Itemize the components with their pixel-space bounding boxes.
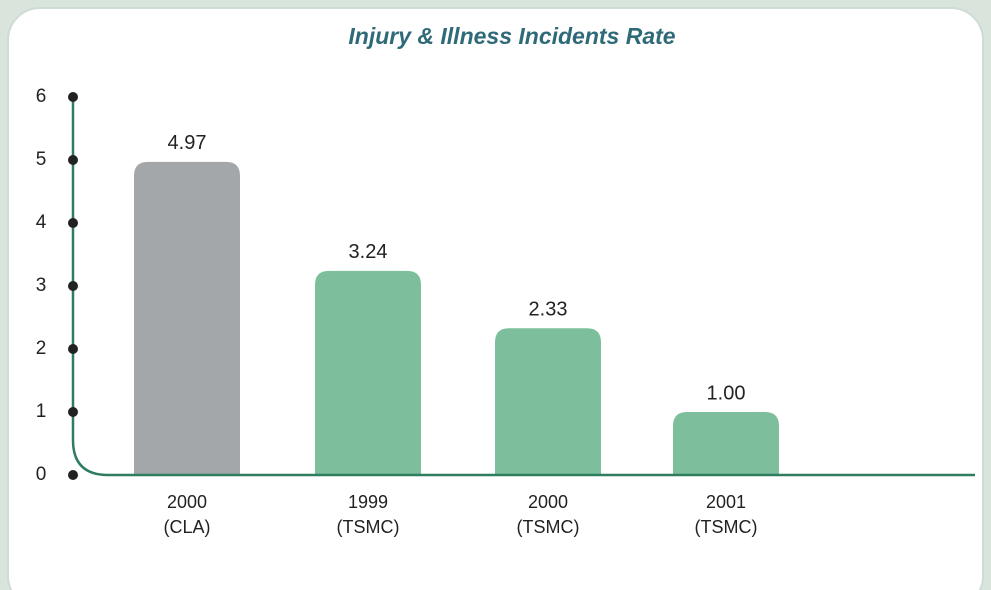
tick-mark [68, 92, 78, 102]
tick-mark [68, 344, 78, 354]
y-tick-label: 3 [36, 275, 47, 296]
y-tick-label: 6 [36, 86, 47, 107]
y-tick-label: 5 [36, 149, 47, 170]
x-tick-label: 1999 [348, 492, 388, 512]
tick-mark [68, 218, 78, 228]
x-tick-label: (CLA) [163, 517, 210, 537]
chart-title: Injury & Illness Incidents Rate [348, 23, 675, 49]
bar [673, 412, 779, 475]
value-label: 1.00 [707, 382, 746, 404]
tick-mark [68, 155, 78, 165]
y-tick-label: 0 [36, 464, 47, 485]
y-tick-label: 2 [36, 338, 47, 359]
bar [134, 161, 240, 475]
tick-mark [68, 281, 78, 291]
y-tick-label: 1 [36, 401, 47, 422]
value-label: 2.33 [529, 298, 568, 320]
tick-mark [68, 407, 78, 417]
bar [495, 328, 601, 475]
x-tick-label: 2001 [706, 492, 746, 512]
tick-mark [68, 470, 78, 480]
axis [71, 97, 975, 477]
y-tick-label: 4 [36, 212, 47, 233]
x-tick-label: 2000 [528, 492, 568, 512]
x-tick-label: (TSMC) [695, 517, 758, 537]
x-tick-label: (TSMC) [337, 517, 400, 537]
value-label: 4.97 [168, 132, 207, 154]
x-tick-label: (TSMC) [517, 517, 580, 537]
x-tick-label: 2000 [167, 492, 207, 512]
bar [315, 270, 421, 475]
value-label: 3.24 [349, 241, 388, 263]
